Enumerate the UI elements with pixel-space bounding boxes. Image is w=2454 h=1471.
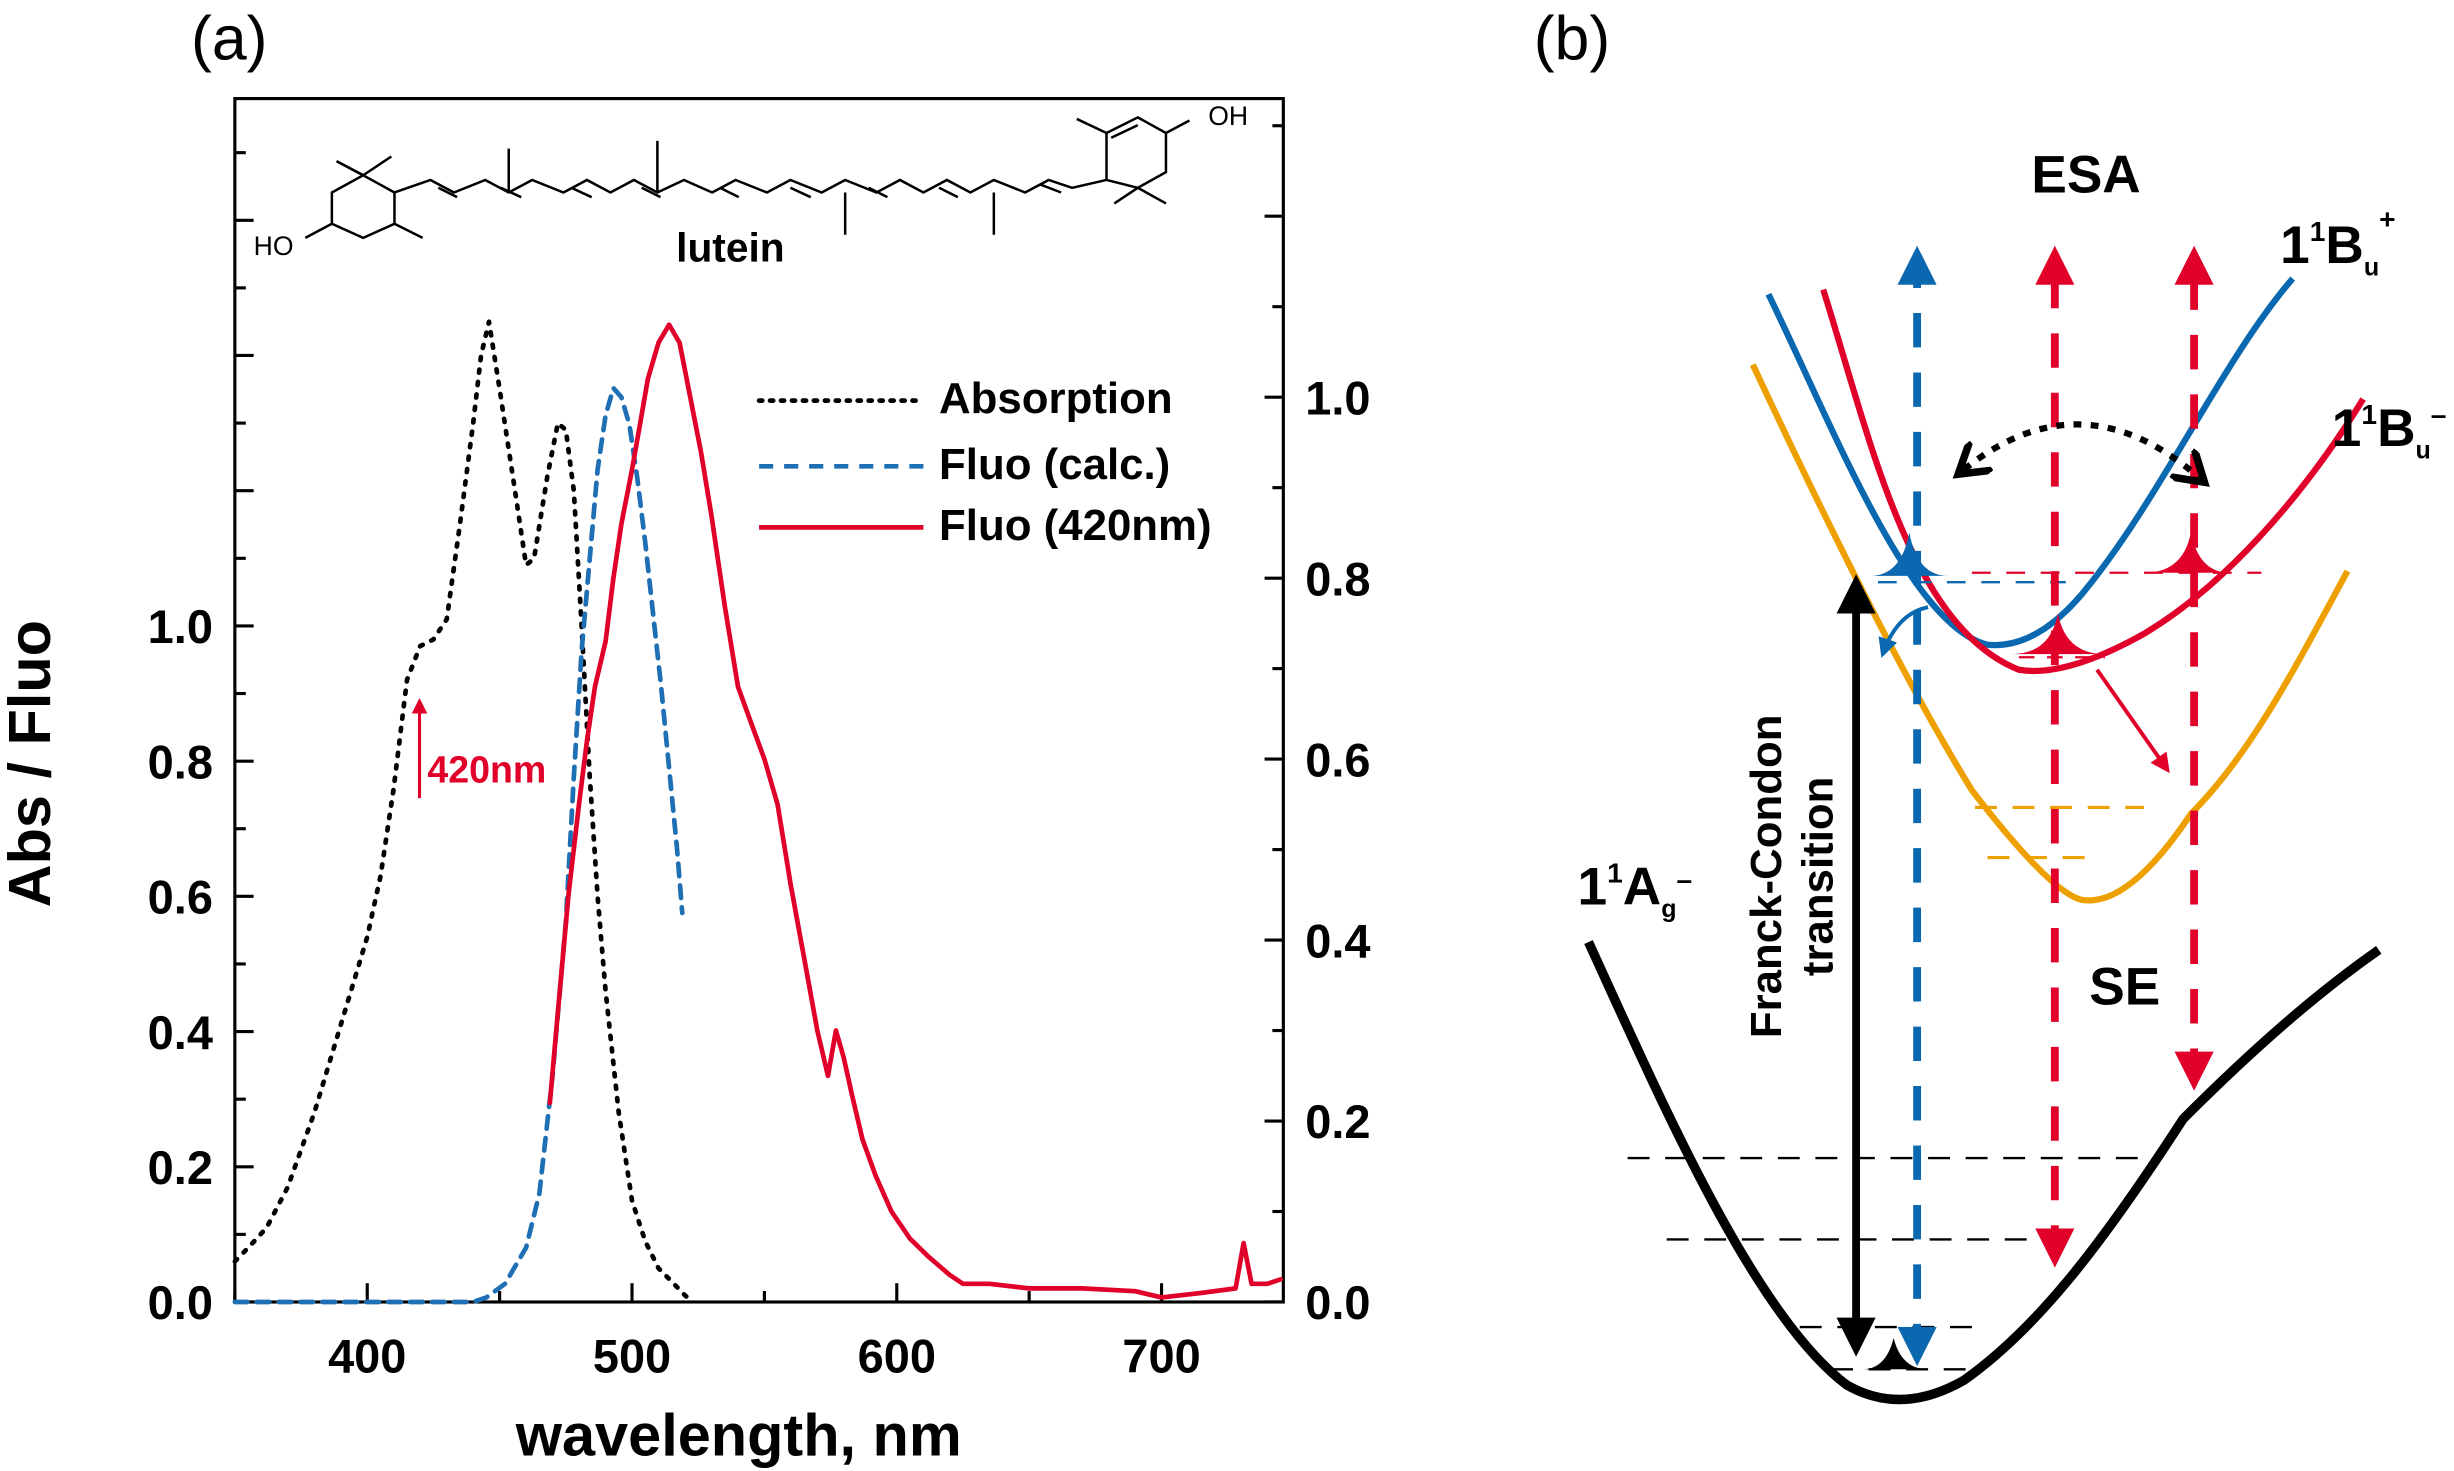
plot-frame [233, 97, 1285, 1304]
molecule-oh: OH [1208, 101, 1248, 131]
legend-label-fluo-420: Fluo (420nm) [939, 501, 1212, 550]
x-axis-title: wavelength, nm [515, 1401, 962, 1468]
y-axis-title: Abs / Fluo [0, 620, 63, 907]
x-tick-label: 500 [593, 1330, 671, 1382]
fc-label-line1: Franck-Condon [1742, 715, 1791, 1039]
state-label-bu-plus: 11Bu+ [2280, 203, 2395, 281]
y-left-tick-label: 0.6 [148, 872, 213, 924]
blue-relaxation-arrow [1878, 605, 1929, 658]
energy-diagram [1584, 245, 2382, 1405]
y-right-tick-label: 0.6 [1305, 734, 1370, 786]
y-left-tick-label: 1.0 [148, 601, 213, 653]
wavepackets [1862, 532, 2231, 1370]
molecule-ho: HO [254, 231, 294, 261]
y-left-tick-label: 0.2 [148, 1142, 213, 1194]
excitation-label: 420nm [427, 748, 546, 790]
x-tick-label: 600 [858, 1330, 936, 1382]
series-line-fluo-420nm [547, 322, 1284, 1300]
y-left-tick-label: 0.4 [148, 1007, 213, 1059]
state-label-bu-minus: 11Bu– [2332, 399, 2447, 465]
se-label: SE [2089, 958, 2160, 1017]
fc-label-line2: transition [1794, 777, 1843, 977]
state-label-ag-minus: 11Ag– [1578, 858, 1693, 924]
series-line-fluo-calc [232, 385, 685, 1305]
ground-state-curve [1584, 940, 2382, 1405]
y-right-tick-label: 1.0 [1305, 372, 1370, 424]
lutein-structure [304, 115, 1191, 240]
molecule-name: lutein [676, 224, 784, 270]
y-left-tick-label: 0.8 [148, 736, 213, 788]
legend: Absorption Fluo (calc.) Fluo (420nm) [756, 374, 1212, 550]
series-line-absorption [232, 319, 696, 1305]
y-right-tick-label: 0.4 [1305, 915, 1370, 967]
legend-label-absorption: Absorption [939, 374, 1173, 423]
interconversion-arrow [1964, 421, 2199, 477]
series-group [232, 319, 1284, 1305]
panel-label-a: (a) [191, 3, 267, 73]
y-right-tick-label: 0.0 [1305, 1277, 1370, 1329]
panel-label-b: (b) [1534, 3, 1610, 73]
y-left-tick-label: 0.0 [148, 1277, 213, 1329]
legend-label-fluo-calc: Fluo (calc.) [939, 440, 1170, 489]
y-right-tick-label: 0.2 [1305, 1096, 1370, 1148]
y-right-tick-label: 0.8 [1305, 553, 1370, 605]
bu-minus-curve [1820, 288, 2366, 675]
x-tick-label: 400 [328, 1330, 406, 1382]
bu-plus-curve [1765, 276, 2296, 649]
axis-ticks: 400 500 600 700 0.0 0.2 0.4 0.6 0.8 1.0 0.0 0.2 0.4 0… [148, 124, 1370, 1382]
relaxation-arrow [2095, 668, 2170, 774]
esa-label: ESA [2031, 145, 2140, 204]
x-tick-label: 700 [1122, 1330, 1200, 1382]
